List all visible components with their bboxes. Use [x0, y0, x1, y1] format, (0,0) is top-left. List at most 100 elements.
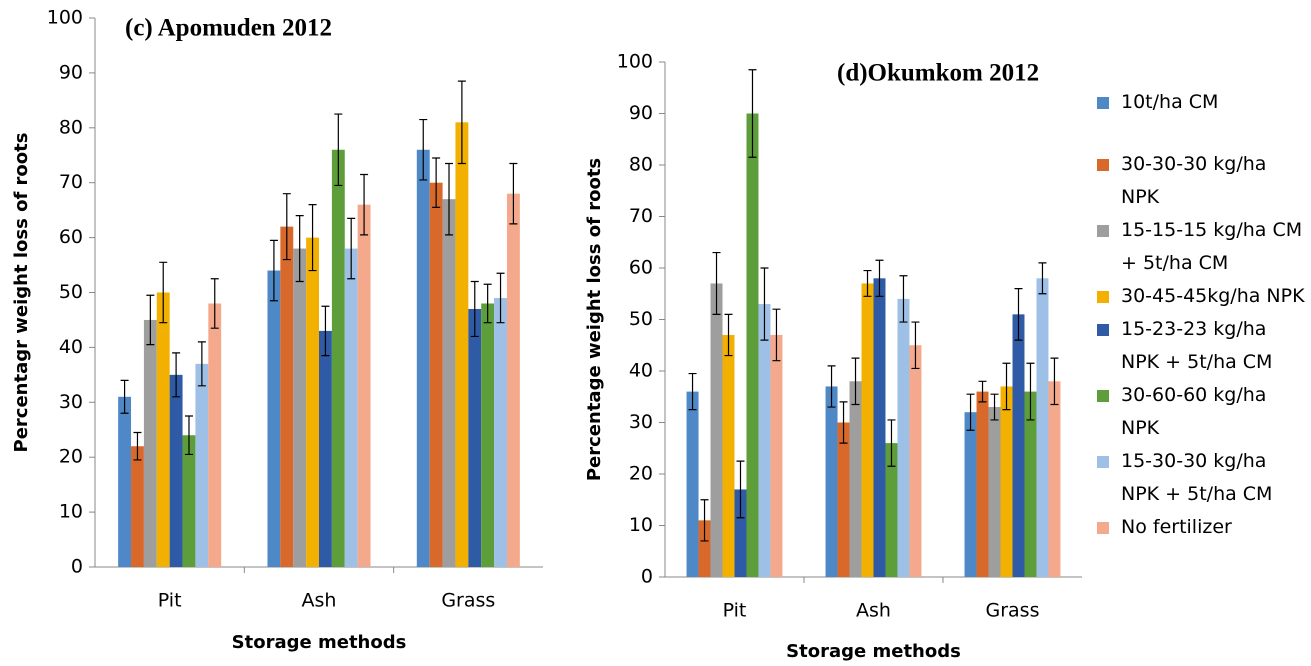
error-bar	[1038, 262, 1047, 295]
bar	[734, 489, 747, 577]
error-bar	[210, 278, 219, 329]
bar	[468, 308, 482, 567]
error-bar	[760, 267, 769, 341]
chart-title: (d)Okumkom 2012	[837, 60, 1039, 87]
bar	[698, 520, 711, 577]
bar	[758, 304, 771, 577]
bar	[331, 149, 345, 567]
bar	[293, 248, 307, 567]
error-bar	[184, 415, 193, 456]
y-tick-label: 0	[71, 556, 83, 578]
error-bar	[120, 379, 129, 414]
bar	[143, 319, 157, 567]
error-bar	[159, 261, 168, 324]
y-tick-label: 10	[59, 501, 83, 523]
y-tick-label: 20	[59, 446, 83, 468]
bar	[156, 292, 170, 567]
y-tick-label: 90	[629, 102, 653, 124]
error-bar	[269, 239, 278, 302]
error-bar	[432, 157, 441, 209]
error-bar	[445, 162, 454, 236]
error-bar	[712, 251, 721, 315]
error-bar	[172, 352, 181, 398]
bar	[1024, 391, 1037, 577]
legend-item: No fertilizer	[1097, 511, 1307, 544]
legend-label: 15-30-30 kg/ha NPK + 5t/ha CM	[1121, 450, 1273, 505]
y-tick-label: 50	[59, 281, 83, 303]
bar	[964, 412, 977, 577]
y-tick-label: 60	[59, 226, 83, 248]
error-bar	[146, 294, 155, 346]
legend-item: 10t/ha CM	[1097, 86, 1307, 119]
error-bar	[1026, 362, 1035, 421]
bar	[988, 407, 1001, 577]
bar	[976, 391, 989, 577]
bar	[416, 149, 430, 567]
bar	[1048, 381, 1061, 577]
x-tick-label: Pit	[158, 590, 182, 612]
y-tick-label: 0	[641, 566, 653, 588]
y-tick-label: 70	[629, 205, 653, 227]
error-bar	[509, 162, 518, 225]
error-bar	[978, 380, 987, 403]
y-axis-title: Percentage weight loss of roots	[584, 158, 605, 481]
y-tick-label: 80	[629, 154, 653, 176]
bar	[344, 248, 358, 567]
legend-swatch	[1097, 390, 1109, 402]
legend-item: 30-45-45kg/ha NPK	[1097, 280, 1307, 313]
bar	[873, 278, 886, 577]
error-bar	[724, 313, 733, 357]
y-tick-label: 100	[617, 51, 653, 73]
error-bar	[839, 401, 848, 444]
legend-label: 30-60-60 kg/ha NPK	[1121, 384, 1267, 439]
bar	[131, 446, 144, 567]
x-tick-label: Ash	[856, 600, 891, 622]
legend-swatch	[1097, 291, 1109, 303]
y-tick-label: 50	[629, 308, 653, 330]
bar	[429, 182, 443, 567]
error-bar	[282, 193, 291, 261]
x-tick-label: Pit	[723, 600, 747, 622]
bar	[909, 345, 922, 577]
error-bar	[700, 499, 709, 542]
y-tick-label: 80	[59, 116, 83, 138]
legend-label: 15-23-23 kg/ha NPK + 5t/ha CM	[1121, 318, 1273, 373]
error-bar	[470, 280, 479, 338]
error-bar	[347, 217, 356, 280]
y-tick-label: 70	[59, 171, 83, 193]
error-bar	[899, 275, 908, 323]
legend-label: 10t/ha CM	[1121, 91, 1219, 113]
bar	[897, 298, 910, 577]
bar	[280, 226, 294, 567]
y-tick-label: 40	[629, 360, 653, 382]
bar	[1000, 386, 1013, 577]
legend-item: 30-60-60 kg/ha NPK	[1097, 379, 1307, 445]
legend: 10t/ha CM 30-30-30 kg/ha NPK 15-15-15 kg/h…	[1097, 86, 1307, 544]
bar	[1012, 314, 1025, 577]
bar	[837, 422, 850, 577]
y-tick-label: 60	[629, 257, 653, 279]
error-bar	[887, 419, 896, 467]
bar	[118, 396, 132, 567]
y-tick-label: 40	[59, 336, 83, 358]
bar	[182, 435, 196, 567]
error-bar	[966, 393, 975, 431]
error-bar	[457, 80, 466, 165]
error-bar	[321, 305, 330, 357]
x-tick-label: Ash	[302, 590, 337, 612]
bar	[506, 193, 520, 567]
bar	[208, 303, 222, 567]
legend-swatch	[1097, 159, 1109, 171]
bar	[481, 303, 495, 567]
y-tick-label: 10	[629, 514, 653, 536]
error-bar	[419, 118, 428, 181]
legend-label: 15-15-15 kg/ha CM + 5t/ha CM	[1121, 219, 1303, 274]
error-bar	[1014, 288, 1023, 341]
y-tick-label: 100	[47, 7, 83, 29]
error-bar	[875, 259, 884, 297]
error-bar	[197, 341, 206, 387]
bar	[442, 199, 456, 568]
error-bar	[334, 113, 343, 187]
